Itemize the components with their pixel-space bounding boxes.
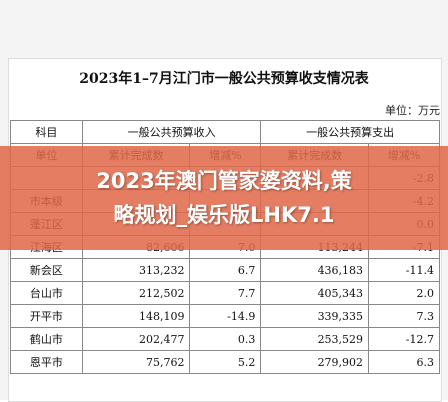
header-cell: 一般公共预算支出 (260, 120, 440, 144)
value-cell: 313,232 (81, 258, 191, 282)
value-cell: 2.0 (368, 281, 440, 305)
value-cell: -12.7 (368, 327, 440, 351)
value-cell: -14.9 (189, 304, 262, 328)
unit: 单位：万元 (385, 104, 440, 117)
banner: 2023年澳门管家婆资料,策 略规划_娱乐版LHK7.1 (0, 146, 448, 250)
region-cell: 开平市 (10, 304, 83, 328)
value-cell: 7.7 (189, 281, 262, 305)
value-cell: 405,343 (260, 281, 370, 305)
region-cell: 新会区 (10, 258, 83, 282)
data-row: 鹤山市 202,477 0.3 253,529 -12.7 (10, 327, 440, 351)
value-cell: 212,502 (81, 281, 191, 305)
data-row: 恩平市 75,762 5.2 279,902 6.3 (10, 350, 440, 374)
data-row: 新会区 313,232 6.7 436,183 -11.4 (10, 258, 440, 282)
value-cell: 339,335 (260, 304, 370, 328)
title: 2023年1–7月江门市一般公共预算收支情况表 (79, 71, 369, 87)
header-row: 科目 一般公共预算收入 一般公共预算支出 (10, 120, 440, 144)
value-cell: 7.3 (368, 304, 440, 328)
header-cell: 科目 (10, 120, 83, 144)
value-cell: 148,109 (81, 304, 191, 328)
value-cell: 6.7 (189, 258, 262, 282)
value-cell: 5.2 (189, 350, 262, 374)
header-cell: 一般公共预算收入 (81, 120, 262, 144)
banner-line: 2023年澳门管家婆资料,策 (96, 169, 352, 193)
value-cell: 6.3 (368, 350, 440, 374)
region-cell: 台山市 (10, 281, 83, 305)
value-cell: 75,762 (81, 350, 191, 374)
value-cell: 0.3 (189, 327, 262, 351)
region-cell: 鹤山市 (10, 327, 83, 351)
value-cell: 279,902 (260, 350, 370, 374)
value-cell: 436,183 (260, 258, 370, 282)
value-cell: 202,477 (81, 327, 191, 351)
data-row: 开平市 148,109 -14.9 339,335 7.3 (10, 304, 440, 328)
value-cell: 253,529 (260, 327, 370, 351)
data-row: 台山市 212,502 7.7 405,343 2.0 (10, 281, 440, 305)
region-cell: 恩平市 (10, 350, 83, 374)
value-cell: -11.4 (368, 258, 440, 282)
banner-line: 略规划_娱乐版LHK7.1 (113, 203, 335, 227)
